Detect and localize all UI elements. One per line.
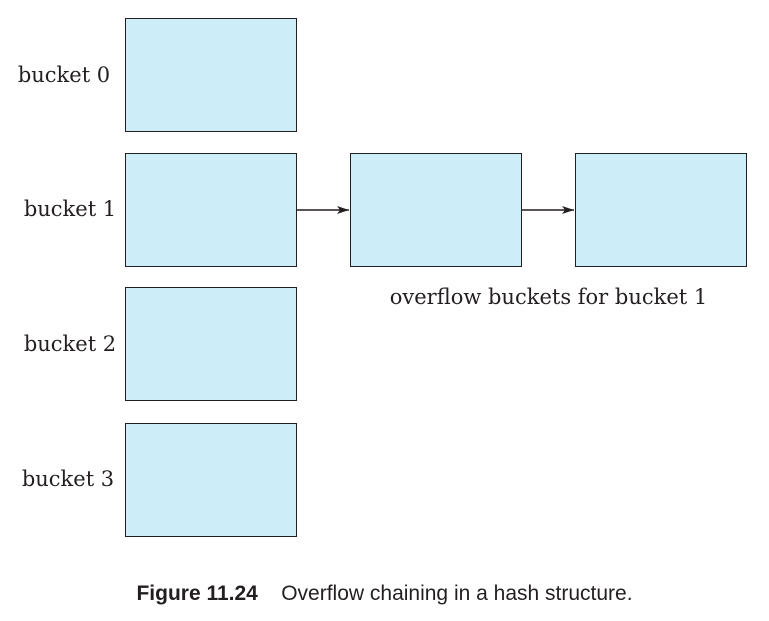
bucket-2-label: bucket 2 [23,332,117,356]
figure-caption-text: Overflow chaining in a hash structure. [281,582,633,605]
bucket-0-label: bucket 0 [17,63,111,87]
figure-caption: Figure 11.24 Overflow chaining in a hash… [0,582,769,606]
bucket-0-box [125,18,297,132]
bucket-3-box [125,423,297,537]
figure-number: Figure 11.24 [136,582,258,605]
bucket-1-label: bucket 1 [23,197,117,221]
overflow-bucket-2-box [575,153,747,267]
bucket-1-box [125,153,297,267]
bucket-2-box [125,287,297,401]
bucket-3-label: bucket 3 [21,467,115,491]
overflow-buckets-label: overflow buckets for bucket 1 [389,285,708,309]
overflow-bucket-1-box [350,153,522,267]
